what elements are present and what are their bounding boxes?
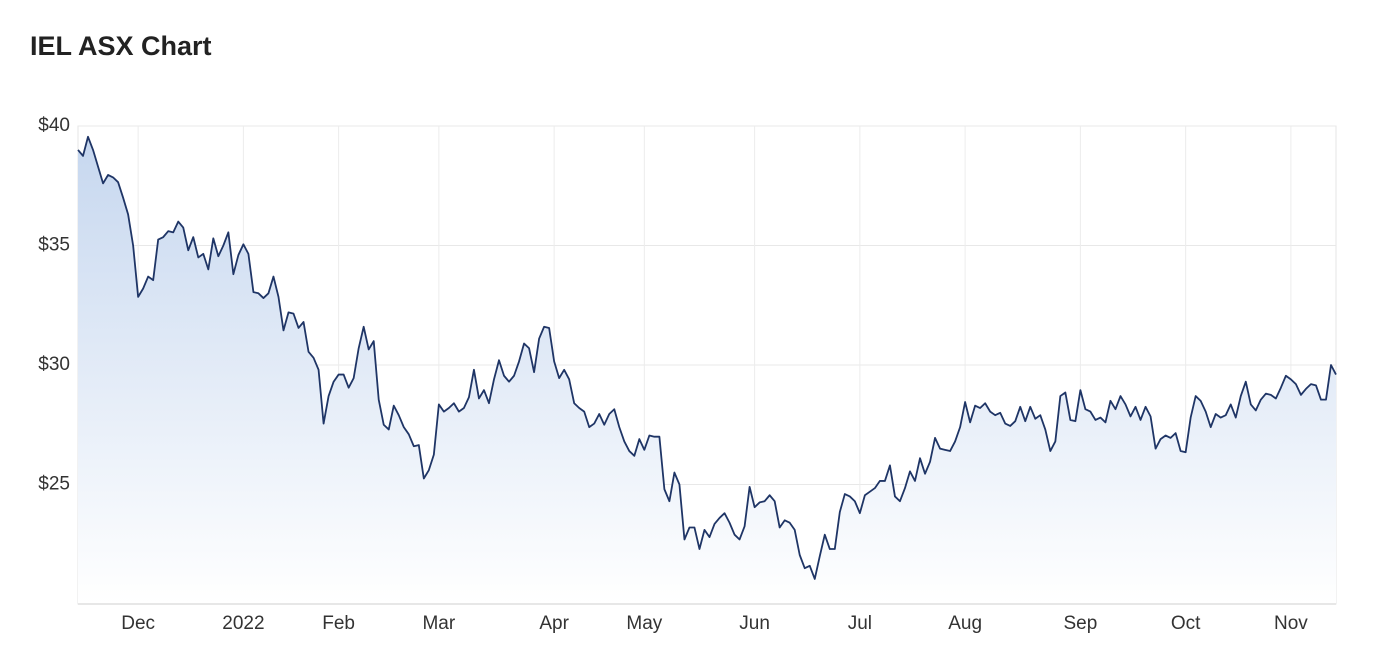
x-tick-label: Dec (121, 613, 155, 634)
x-tick-label: Apr (539, 613, 569, 634)
y-tick-label: $35 (38, 235, 70, 256)
x-tick-label: Feb (322, 613, 355, 634)
x-tick-label: Jul (848, 613, 872, 634)
x-tick-label: Nov (1274, 613, 1308, 634)
y-tick-label: $40 (38, 115, 70, 136)
chart-title: IEL ASX Chart (30, 31, 212, 61)
x-tick-label: Mar (422, 613, 455, 634)
x-tick-label: May (626, 613, 662, 634)
price-line (77, 135, 1337, 580)
x-tick-label: Jun (739, 613, 770, 634)
y-tick-label: $30 (38, 354, 70, 375)
y-tick-label: $25 (38, 474, 70, 495)
marks (77, 135, 1337, 604)
labels: $25 $30 $35 $40 Dec 2022 Feb Mar Apr May Jun Jul Aug… (38, 115, 1308, 634)
area (78, 136, 1336, 604)
x-tick-label: Oct (1171, 613, 1201, 634)
x-tick-label: Aug (948, 613, 982, 634)
x-tick-label: 2022 (222, 613, 264, 634)
x-tick-label: Sep (1063, 613, 1097, 634)
